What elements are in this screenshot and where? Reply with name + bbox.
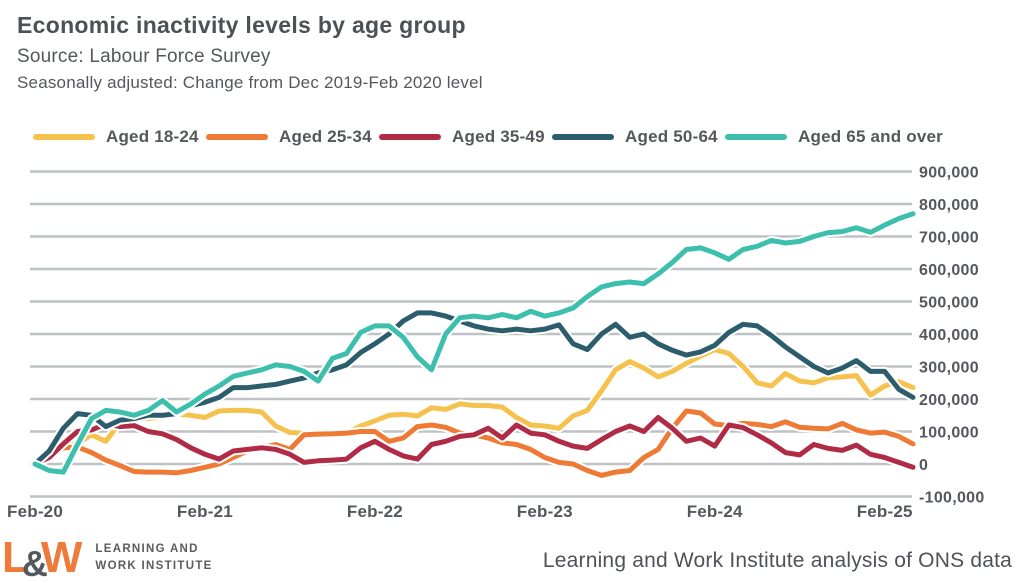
x-tick-label: Feb-21 bbox=[177, 502, 233, 521]
y-tick-label: 500,000 bbox=[919, 295, 979, 312]
y-tick-label: 400,000 bbox=[919, 327, 979, 344]
legend-swatch-aged-35-49 bbox=[379, 134, 442, 140]
y-axis-labels: 900,000 800,000 700,000 600,000 500,000 400,0… bbox=[919, 165, 985, 507]
logo-wordmark: LEARNING AND WORK INSTITUTE bbox=[95, 541, 212, 574]
legend-label-aged-18-24: Aged 18-24 bbox=[106, 127, 199, 146]
chart-subtitle: Seasonally adjusted: Change from Dec 201… bbox=[17, 73, 483, 92]
x-tick-label: Feb-23 bbox=[517, 502, 573, 521]
y-tick-label: 300,000 bbox=[919, 360, 979, 377]
y-tick-label: 200,000 bbox=[919, 392, 979, 409]
logo-letter-w: W bbox=[40, 533, 83, 582]
chart-area: 900,000 800,000 700,000 600,000 500,000 400,0… bbox=[0, 160, 1024, 528]
legend-swatch-aged-25-34 bbox=[206, 134, 269, 140]
legend-swatch-aged-65-and-over bbox=[725, 134, 788, 140]
legend-label-aged-25-34: Aged 25-34 bbox=[279, 127, 372, 146]
x-tick-label: Feb-20 bbox=[7, 502, 63, 521]
y-tick-label: 700,000 bbox=[919, 230, 979, 247]
series-line-aged-50-64 bbox=[32, 310, 916, 467]
legend-item-aged-25-34: Aged 25-34 bbox=[206, 127, 372, 147]
x-tick-label: Feb-25 bbox=[857, 502, 913, 521]
logo-wordmark-line1: LEARNING AND bbox=[95, 543, 199, 556]
page-title: Economic inactivity levels by age group bbox=[17, 12, 466, 38]
legend-item-aged-65-and-over: Aged 65 and over bbox=[725, 127, 943, 147]
logo-wordmark-line2: WORK INSTITUTE bbox=[95, 560, 213, 572]
chart-source: Source: Labour Force Survey bbox=[17, 46, 271, 67]
legend-label-aged-35-49: Aged 35-49 bbox=[452, 127, 545, 146]
series-halo-aged-50-64 bbox=[30, 308, 918, 469]
y-tick-label: 100,000 bbox=[919, 425, 979, 442]
logo-letter-l: L bbox=[2, 533, 29, 582]
attribution-text: Learning and Work Institute analysis of … bbox=[542, 549, 1012, 572]
legend-label-aged-50-64: Aged 50-64 bbox=[625, 127, 718, 146]
lw-institute-logo: L&W LEARNING AND WORK INSTITUTE bbox=[2, 533, 213, 583]
legend-item-aged-50-64: Aged 50-64 bbox=[552, 127, 718, 147]
legend-label-aged-65-and-over: Aged 65 and over bbox=[798, 127, 943, 146]
chart-header: Economic inactivity levels by age group … bbox=[17, 12, 483, 93]
y-tick-label: 900,000 bbox=[919, 165, 979, 182]
legend-swatch-aged-50-64 bbox=[552, 134, 615, 140]
line-chart: 900,000 800,000 700,000 600,000 500,000 400,0… bbox=[7, 165, 985, 522]
lw-logo-mark: L&W bbox=[2, 533, 83, 583]
logo-ampersand: & bbox=[21, 543, 48, 583]
x-tick-label: Feb-24 bbox=[687, 502, 743, 521]
series-line-aged-35-49 bbox=[32, 415, 916, 470]
y-tick-label: 0 bbox=[919, 457, 928, 474]
legend-item-aged-35-49: Aged 35-49 bbox=[379, 127, 545, 147]
footer: L&W LEARNING AND WORK INSTITUTE Learning… bbox=[0, 533, 1024, 583]
y-tick-label: 800,000 bbox=[919, 197, 979, 214]
legend-swatch-aged-18-24 bbox=[33, 134, 95, 140]
y-tick-label: 600,000 bbox=[919, 262, 979, 279]
legend-item-aged-18-24: Aged 18-24 bbox=[33, 127, 199, 147]
legend: Aged 18-24 Aged 25-34 Aged 35-49 Aged 50-64… bbox=[33, 127, 943, 147]
x-axis-labels: Feb-20 Feb-21 Feb-22 Feb-23 Feb-24 Feb-25 bbox=[7, 502, 913, 521]
series-line-aged-65-and-over bbox=[32, 211, 916, 475]
x-tick-label: Feb-22 bbox=[347, 502, 403, 521]
y-tick-label: -100,000 bbox=[919, 490, 985, 507]
